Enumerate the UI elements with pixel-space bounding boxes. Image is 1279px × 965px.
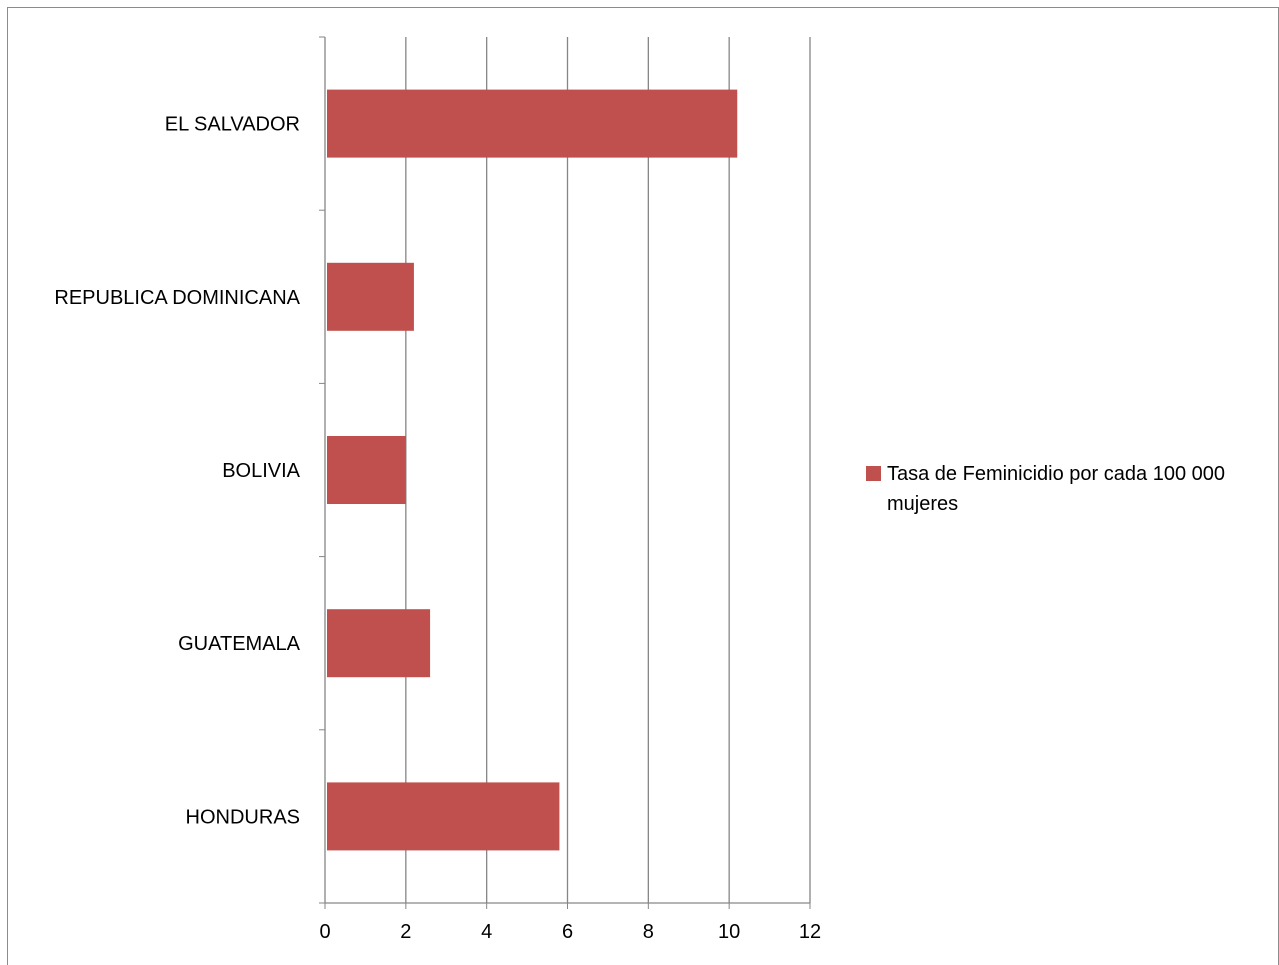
bar: [327, 609, 431, 678]
bars: [327, 89, 738, 851]
category-label: REPUBLICA DOMINICANA: [54, 287, 300, 309]
x-tick-label: 6: [562, 921, 573, 943]
x-tick-label: 8: [643, 921, 654, 943]
bar: [327, 89, 738, 158]
x-tick-label: 0: [319, 921, 330, 943]
category-label: EL SALVADOR: [165, 114, 300, 136]
bar: [327, 782, 560, 851]
bar: [327, 436, 406, 504]
x-tick-label: 10: [718, 921, 740, 943]
category-label: HONDURAS: [186, 806, 300, 828]
x-tick-label: 4: [481, 921, 492, 943]
legend-label: Tasa de Feminicidio por cada 100 000 muj…: [887, 463, 1225, 515]
legend: Tasa de Feminicidio por cada 100 000 muj…: [866, 459, 1236, 519]
labels: 0 2 4 6 8 10 12 EL SALVADOR REPUBLICA DOMINICANA…: [54, 114, 821, 943]
x-tick-label: 12: [799, 921, 821, 943]
gridlines: [405, 37, 811, 903]
axes: [319, 36, 811, 909]
category-label: BOLIVIA: [222, 460, 300, 482]
category-label: GUATEMALA: [178, 633, 301, 655]
legend-swatch: [866, 466, 881, 481]
bar: [327, 262, 414, 331]
x-tick-label: 2: [400, 921, 411, 943]
